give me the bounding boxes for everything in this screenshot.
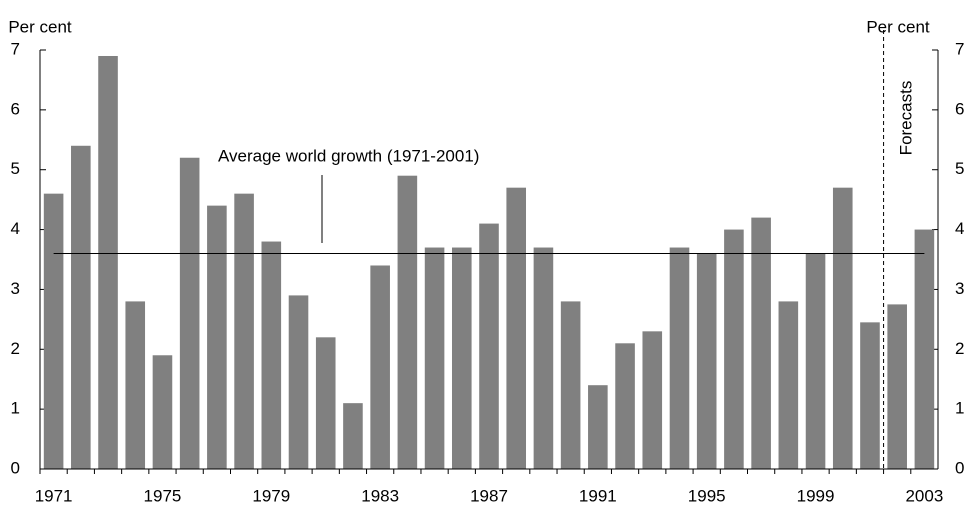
x-tick-label: 1979 (252, 486, 290, 505)
x-tick-label: 1983 (361, 486, 399, 505)
y2-tick-label: 1 (955, 399, 964, 418)
bar (315, 337, 336, 469)
bar (751, 217, 771, 469)
bar (424, 247, 445, 469)
y-tick-label: 7 (11, 39, 20, 58)
y-axis-label: Per cent (8, 17, 72, 36)
bar (588, 385, 608, 469)
bar (207, 205, 227, 469)
x-tick-label: 1995 (688, 486, 726, 505)
bar (860, 322, 880, 469)
bar (696, 253, 717, 469)
bar (642, 331, 663, 469)
y-tick-label: 0 (11, 458, 20, 477)
y-tick-label: 1 (11, 399, 20, 418)
y2-tick-label: 3 (955, 279, 964, 298)
x-tick-label: 1999 (797, 486, 835, 505)
y2-tick-label: 6 (955, 99, 964, 118)
bar (98, 55, 118, 469)
y2-tick-label: 4 (955, 219, 964, 238)
bar (887, 304, 907, 469)
bar (533, 247, 554, 469)
x-tick-label: 1971 (35, 486, 73, 505)
x-tick-label: 1987 (470, 486, 508, 505)
y-tick-label: 2 (11, 339, 20, 358)
x-tick-label: 2003 (905, 486, 943, 505)
bar (479, 223, 499, 469)
bar (43, 193, 64, 469)
bar (832, 187, 853, 469)
y2-tick-label: 7 (955, 39, 964, 58)
bar (397, 175, 418, 469)
y-tick-label: 6 (11, 99, 20, 118)
bar (669, 247, 690, 469)
bar (914, 229, 935, 469)
bar (778, 301, 799, 469)
bar (343, 403, 363, 469)
y2-tick-label: 5 (955, 159, 964, 178)
bar (724, 229, 744, 469)
bar (506, 187, 527, 469)
bar (560, 301, 581, 469)
x-tick-label: 1991 (579, 486, 617, 505)
bar (805, 253, 826, 469)
y-tick-label: 5 (11, 159, 20, 178)
y-tick-label: 4 (11, 219, 20, 238)
bar (152, 355, 173, 469)
bar (451, 247, 472, 469)
annotation: Average world growth (1971-2001) (218, 146, 479, 165)
bar (179, 157, 200, 469)
bar (234, 193, 254, 469)
y2-axis-label: Per cent (866, 17, 930, 36)
bar (288, 295, 309, 469)
bar (71, 145, 91, 469)
y2-tick-label: 2 (955, 339, 964, 358)
bar (261, 241, 282, 469)
bar (125, 301, 146, 469)
bar (370, 265, 390, 469)
forecast-label: Forecasts (896, 81, 915, 156)
y2-tick-label: 0 (955, 458, 964, 477)
y-tick-label: 3 (11, 279, 20, 298)
bar (615, 343, 635, 469)
x-tick-label: 1975 (144, 486, 182, 505)
